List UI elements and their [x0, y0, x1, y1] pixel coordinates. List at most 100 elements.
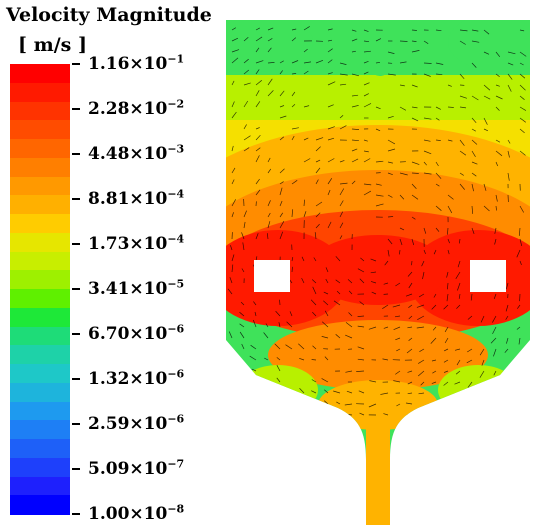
velocity-vector [455, 271, 461, 279]
velocity-vector [279, 299, 281, 306]
velocity-vector [457, 282, 461, 291]
velocity-vector [411, 172, 419, 174]
velocity-vector [459, 29, 468, 32]
velocity-vector [351, 50, 356, 53]
velocity-vector [399, 172, 408, 176]
velocity-vector [348, 312, 353, 317]
velocity-vector [435, 29, 442, 32]
velocity-vector [351, 29, 357, 32]
velocity-vector [519, 205, 525, 213]
velocity-vector [255, 36, 263, 42]
color-scale-segment [10, 176, 70, 196]
velocity-vector [382, 358, 389, 361]
velocity-vector [274, 343, 281, 350]
velocity-vector [394, 315, 401, 318]
velocity-vector [339, 211, 344, 218]
velocity-vector [279, 181, 284, 185]
velocity-vector [519, 128, 525, 134]
velocity-vector [363, 60, 369, 64]
velocity-vector [291, 266, 293, 273]
region-green-top-right [448, 20, 530, 72]
velocity-vector [339, 200, 344, 207]
region-green-top-center [366, 40, 394, 76]
velocity-vector [275, 310, 281, 317]
velocity-vector [471, 95, 479, 101]
velocity-vector [255, 90, 260, 97]
velocity-vector [411, 84, 418, 88]
velocity-vector [519, 73, 526, 79]
velocity-vector [321, 336, 329, 339]
velocity-vector [407, 370, 413, 373]
velocity-vector [516, 326, 521, 330]
velocity-vector [495, 139, 501, 143]
obstacle-right [470, 260, 506, 292]
velocity-vector [431, 359, 437, 362]
velocity-vector [276, 365, 281, 372]
velocity-vector [507, 172, 510, 181]
velocity-vector [312, 311, 317, 317]
velocity-vector [303, 48, 308, 53]
velocity-vector [433, 293, 437, 298]
velocity-vector [480, 403, 485, 407]
velocity-vector [303, 211, 307, 218]
velocity-vector [243, 147, 250, 152]
velocity-vector [393, 380, 401, 383]
velocity-vector [315, 179, 319, 185]
velocity-vector [351, 139, 359, 142]
region-orange-bottom [318, 380, 438, 430]
velocity-vector [454, 403, 461, 407]
velocity-vector [327, 178, 333, 185]
velocity-vector [411, 29, 417, 31]
color-scale-segment [10, 82, 70, 102]
velocity-vector [490, 337, 497, 344]
velocity-vector [351, 105, 359, 108]
velocity-vector [435, 227, 440, 232]
velocity-vector [387, 216, 394, 218]
velocity-vector [321, 321, 329, 328]
velocity-vector [471, 29, 479, 32]
velocity-vector [250, 344, 257, 350]
velocity-vector [263, 332, 269, 339]
velocity-vector [276, 377, 281, 383]
velocity-vector [375, 106, 381, 110]
velocity-vector [243, 221, 246, 229]
velocity-vector [325, 267, 329, 273]
velocity-vector [393, 326, 401, 331]
velocity-vector [431, 304, 437, 310]
color-scale-tick [72, 243, 80, 245]
velocity-vector [301, 256, 305, 262]
region-green-top-left [226, 20, 313, 72]
velocity-vector [459, 95, 468, 99]
velocity-vector [504, 348, 509, 353]
velocity-vector [327, 137, 335, 141]
velocity-vector [458, 293, 461, 299]
color-scale-tick [72, 333, 80, 335]
velocity-vector [443, 359, 449, 363]
color-scale-label: 8.81×10−4 [88, 187, 185, 209]
velocity-vector [443, 370, 449, 373]
velocity-vector [395, 337, 401, 341]
velocity-vector [387, 194, 393, 198]
velocity-vector [300, 400, 305, 405]
velocity-vector [327, 158, 335, 163]
velocity-vector [443, 414, 449, 416]
velocity-vector [456, 304, 461, 309]
region-yellow-bottom-left [238, 365, 318, 415]
velocity-vector [226, 408, 233, 416]
velocity-vector [459, 172, 464, 176]
velocity-vector [315, 59, 324, 64]
velocity-vector [255, 60, 264, 64]
velocity-vector [467, 381, 473, 388]
velocity-vector [279, 212, 284, 218]
velocity-vector [399, 61, 407, 64]
velocity-vector [411, 106, 418, 109]
velocity-vector [226, 400, 233, 405]
color-scale-segment [10, 364, 70, 384]
velocity-vector [495, 73, 500, 77]
velocity-vector [327, 189, 331, 196]
velocity-vector [314, 232, 317, 240]
velocity-vector [411, 117, 419, 122]
velocity-vector [483, 183, 487, 191]
velocity-vector [357, 346, 365, 350]
velocity-vector [483, 84, 491, 91]
